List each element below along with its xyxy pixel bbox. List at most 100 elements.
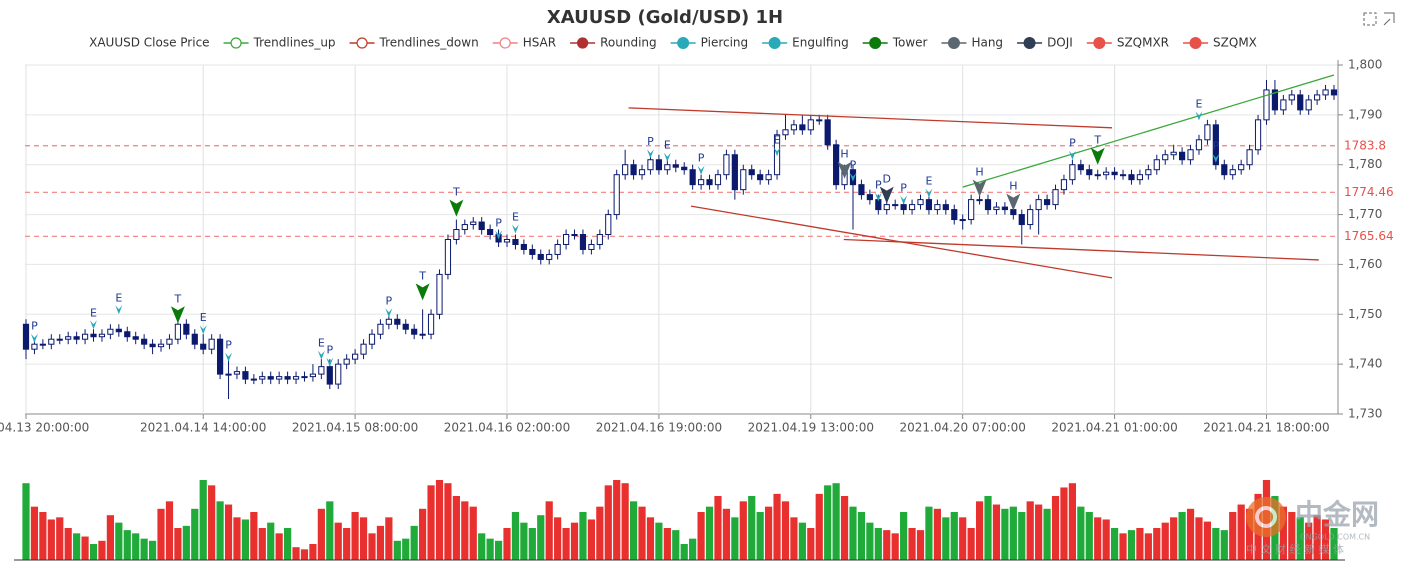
candle-body <box>318 366 325 375</box>
volume-bar <box>1060 487 1068 560</box>
volume-bar <box>30 506 39 560</box>
volume-bar <box>326 501 334 560</box>
legend-label: Piercing <box>701 36 749 50</box>
pattern-marker <box>663 152 671 162</box>
toolbox[interactable] <box>1363 12 1395 26</box>
candle-body <box>723 154 730 176</box>
candle-body <box>73 336 80 340</box>
legend-dot <box>768 37 781 49</box>
volume-bar <box>1043 508 1051 560</box>
legend-dot <box>1023 37 1036 49</box>
volume-bar <box>1288 512 1296 560</box>
volume-bar <box>824 485 832 560</box>
volume-bar <box>781 501 790 560</box>
chart-title: XAUUSD (Gold/USD) 1H <box>547 7 783 28</box>
pattern-marker <box>495 230 503 240</box>
volume-bar <box>613 480 621 560</box>
candle-body <box>942 204 949 211</box>
hsar-label: 1774.46 <box>1344 185 1394 199</box>
volume-bar <box>1229 512 1237 560</box>
volume-bar <box>916 530 925 560</box>
candle-body <box>1162 154 1169 161</box>
pattern-label: P <box>495 217 502 230</box>
candle-body <box>1170 151 1177 156</box>
legend-item: SZQMXR <box>1086 36 1169 50</box>
volume-bar <box>807 528 815 560</box>
legend-label: DOJI <box>1047 36 1073 50</box>
volume-bar <box>250 512 258 560</box>
candle-body <box>411 328 418 335</box>
candle-body <box>141 338 148 345</box>
pattern-marker <box>170 306 185 324</box>
volume-bar <box>689 538 697 560</box>
volume-bar <box>208 485 216 560</box>
legend-item: XAUUSD Close Price <box>89 36 209 50</box>
volume-bar <box>638 506 646 560</box>
candle-body <box>900 204 907 211</box>
volume-bar <box>967 528 975 560</box>
candle-body <box>360 343 367 355</box>
legend-dot <box>356 37 368 49</box>
volume-bar <box>22 483 30 560</box>
x-tick-label: 2021.04.19 13:00:00 <box>748 421 874 435</box>
volume-bar <box>199 480 207 560</box>
volume-bar <box>908 528 916 560</box>
pattern-label: E <box>90 306 97 319</box>
volume-bar <box>1203 521 1212 560</box>
volume-bar <box>452 496 460 560</box>
pattern-marker <box>849 172 857 182</box>
volume-bar <box>975 501 984 560</box>
volume-bar <box>545 501 553 560</box>
volume-bar <box>587 519 595 560</box>
toolbox-restore[interactable] <box>1383 12 1395 26</box>
candle-body <box>765 174 772 181</box>
pattern-label: E <box>115 291 122 304</box>
volume-bar <box>1009 506 1017 560</box>
candle-body <box>1305 99 1312 111</box>
candle-body <box>748 169 755 176</box>
volume-bar <box>241 519 250 560</box>
x-tick-label: 2021.04.20 07:00:00 <box>899 421 1025 435</box>
volume-bar <box>1001 508 1009 560</box>
x-tick-label: 2021.04.16 19:00:00 <box>596 421 722 435</box>
volume-bar <box>486 538 494 560</box>
pattern-marker <box>879 186 894 204</box>
pattern-label: E <box>664 139 671 152</box>
candle-body <box>225 373 232 376</box>
candle-body <box>368 333 376 345</box>
pattern-label: P <box>647 135 654 148</box>
legend-item: Hang <box>941 36 1003 50</box>
candle-body <box>883 204 890 211</box>
candle-body <box>1094 174 1101 177</box>
volume-bar <box>511 512 520 560</box>
volume-bar <box>216 501 224 560</box>
volume-bar <box>959 517 967 560</box>
pattern-marker <box>1068 150 1076 160</box>
candle-body <box>309 373 317 378</box>
volume-bar <box>343 528 351 560</box>
pattern-marker <box>925 188 933 198</box>
volume-bar <box>722 508 731 560</box>
candle-body <box>833 144 840 186</box>
candle-body <box>284 376 291 380</box>
toolbox-zoom[interactable] <box>1363 12 1377 26</box>
candle-body <box>605 214 612 236</box>
volume-bar <box>528 528 536 560</box>
volume-bar <box>1305 522 1313 560</box>
volume-bar <box>292 547 300 560</box>
pattern-marker <box>773 147 781 157</box>
candle-body <box>622 164 629 176</box>
volume-bar <box>191 508 199 560</box>
legend-item: SZQMX <box>1183 36 1257 50</box>
volume-bar <box>1094 517 1102 560</box>
volume-bar <box>815 493 823 560</box>
candle-body <box>1153 159 1160 171</box>
candle-body <box>647 159 654 171</box>
volume-bar <box>1018 512 1026 560</box>
candle-body <box>1052 189 1059 206</box>
candle-body <box>664 164 671 171</box>
legend-label: SZQMX <box>1213 36 1257 50</box>
candle-body <box>276 376 283 380</box>
candle-body <box>1221 164 1228 176</box>
volume-bar <box>275 533 283 560</box>
